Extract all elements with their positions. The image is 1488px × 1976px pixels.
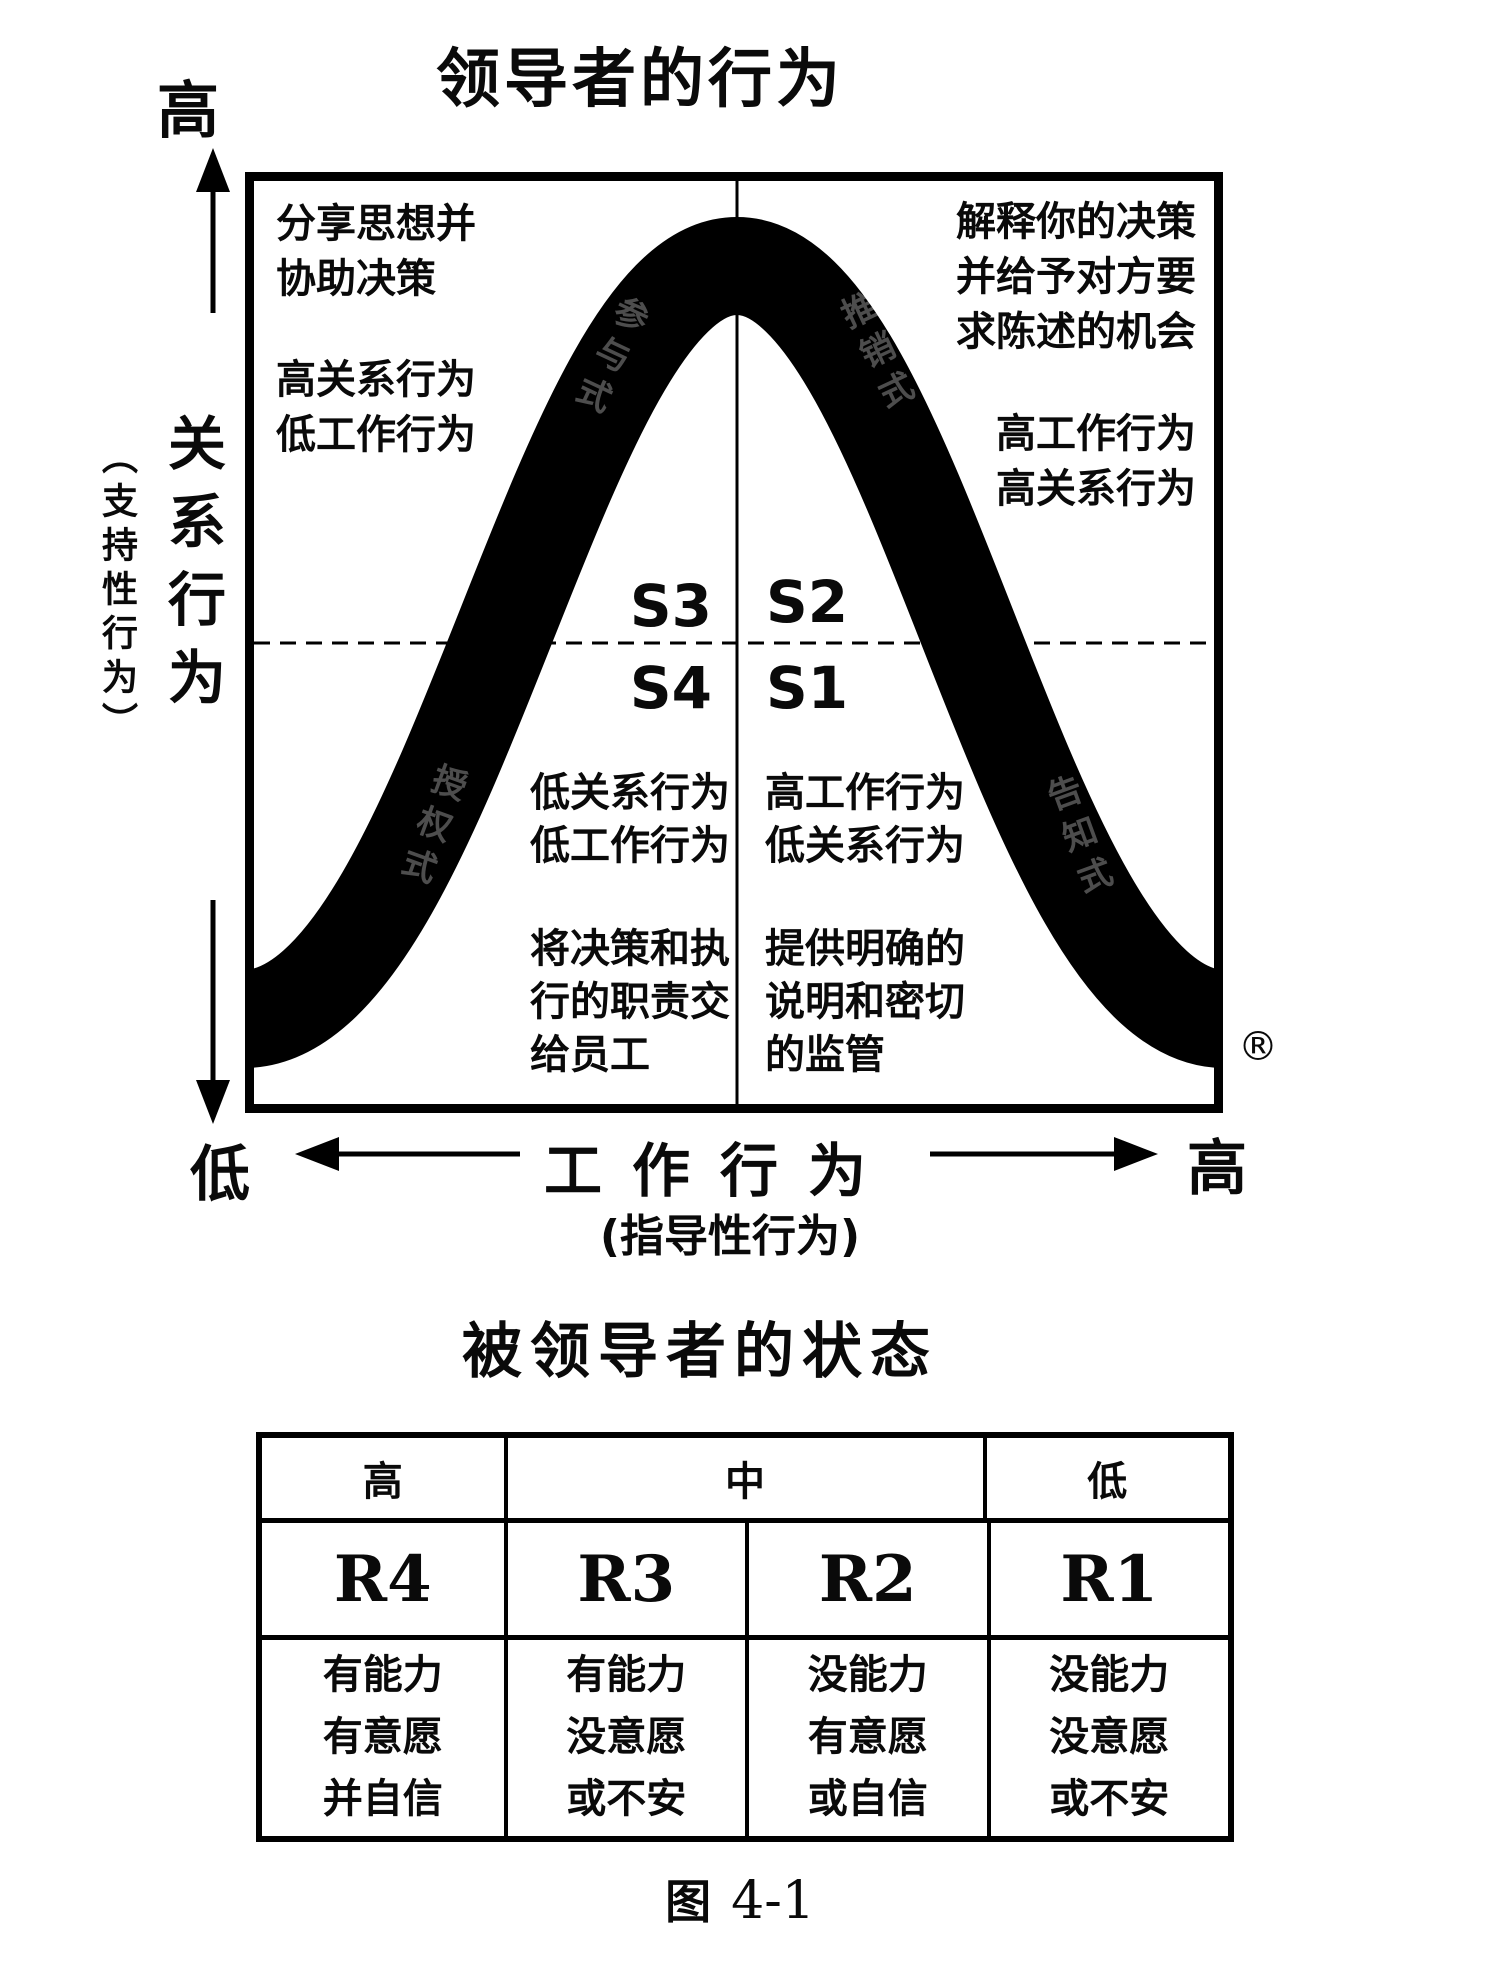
chart-title: 领导者的行为: [436, 43, 844, 117]
s2-description: 解释你的决策 并给予对方要 求陈述的机会: [956, 199, 1196, 355]
x-axis-sub-label: (指导性行为): [599, 1211, 861, 1262]
level-r4: R4: [333, 1541, 432, 1617]
s1-code: S1: [766, 654, 849, 722]
readiness-table-title: 被领导者的状态: [462, 1317, 938, 1387]
level-r2: R2: [745, 1523, 987, 1635]
s4-behavior: 低关系行为 低工作行为: [530, 770, 730, 869]
x-axis-label: 工作行为: [543, 1137, 896, 1205]
r2-description: 没能力 有意愿 或自信: [745, 1640, 987, 1836]
y-axis-down-arrow-icon: [196, 900, 230, 1124]
y-axis-sub-label: （支持性行为）: [96, 438, 137, 746]
r4-description: 有能力 有意愿 并自信: [322, 1652, 443, 1822]
y-axis-low-label: 低: [190, 1140, 250, 1210]
figure-caption: 图 4-1: [540, 1866, 940, 1932]
x-axis-left-arrow-icon: [295, 1137, 520, 1171]
readiness-table: 高 中 低 R4 R3 R2 R1 有能力 有意愿 并自信 有能力 没意愿 或不…: [256, 1432, 1234, 1842]
header-medium: 中: [503, 1438, 987, 1518]
s3-behavior: 高关系行为 低工作行为: [276, 357, 476, 458]
r1-description: 没能力 没意愿 或不安: [986, 1640, 1229, 1836]
readiness-header-row: 高 中 低: [262, 1438, 1228, 1523]
s3-description: 分享思想并 协助决策: [276, 201, 476, 302]
s1-description: 提供明确的 说明和密切 的监管: [765, 926, 965, 1078]
bell-curve-plot: [254, 181, 1214, 1104]
s2-behavior: 高工作行为 高关系行为: [996, 411, 1196, 512]
x-axis-right-arrow-icon: [930, 1137, 1158, 1171]
registered-trademark-symbol: ®: [1238, 1024, 1278, 1070]
x-axis-high-label: 高: [1187, 1134, 1247, 1204]
y-axis-up-arrow-icon: [196, 148, 230, 313]
readiness-level-row: R4 R3 R2 R1: [262, 1523, 1228, 1640]
level-r3: R3: [503, 1523, 746, 1635]
y-axis-high-label: 高: [156, 74, 219, 147]
r3-description: 有能力 没意愿 或不安: [503, 1640, 746, 1836]
level-r1: R1: [986, 1523, 1229, 1635]
header-low: 低: [1087, 1459, 1128, 1505]
caption-number: 4-1: [731, 1871, 815, 1931]
s4-description: 将决策和执 行的职责交 给员工: [530, 926, 730, 1078]
caption-prefix: 图: [665, 1875, 712, 1929]
s1-behavior: 高工作行为 低关系行为: [765, 770, 965, 869]
s4-code: S4: [629, 654, 712, 722]
s2-code: S2: [766, 568, 849, 636]
y-axis-label: 关系行为: [158, 413, 226, 725]
header-high: 高: [362, 1459, 403, 1505]
bell-curve-band: [254, 216, 1214, 1068]
readiness-description-row: 有能力 有意愿 并自信 有能力 没意愿 或不安 没能力 有意愿 或自信 没能力 …: [262, 1640, 1228, 1836]
s3-code: S3: [629, 572, 712, 640]
leader-behavior-chart: 参与式 推销式 授权式 告知式 分享思想并 协助决策 高关系行为 低工作行为 解…: [245, 172, 1223, 1113]
